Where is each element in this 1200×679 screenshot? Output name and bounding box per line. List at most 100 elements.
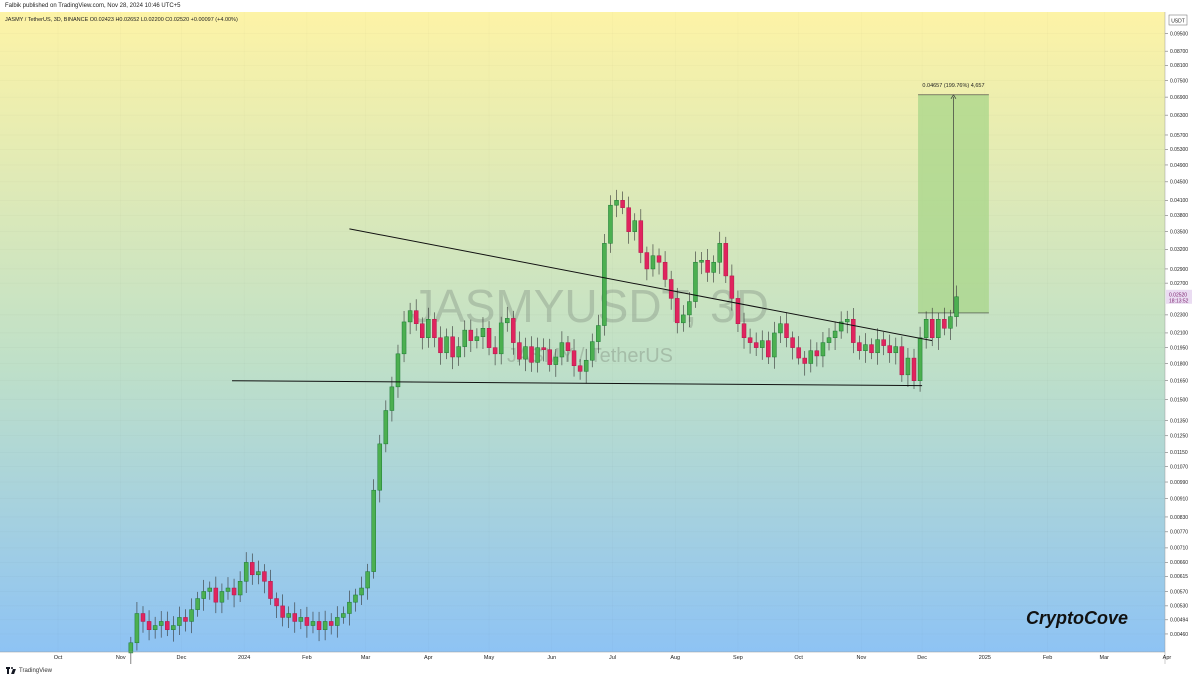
- candle-body: [213, 587, 219, 603]
- candle-body: [171, 625, 176, 630]
- y-tick-label: 0.04900: [1170, 163, 1188, 169]
- candle-body: [462, 329, 468, 347]
- candle-body: [826, 337, 832, 343]
- price-chart[interactable]: JASMY / TetherUS, 3D, BINANCE O0.02423 H…: [0, 12, 1200, 664]
- y-tick-label: 0.04100: [1170, 198, 1188, 204]
- candle-body: [511, 318, 516, 343]
- candle-body: [668, 279, 674, 299]
- candle-body: [201, 591, 206, 599]
- x-tick-label: Nov: [856, 655, 866, 661]
- candle-body: [383, 410, 389, 445]
- price-axis-background: [1165, 12, 1200, 664]
- candle-body: [468, 329, 474, 341]
- candle-body: [772, 332, 777, 358]
- candle-body: [444, 336, 449, 354]
- candle-body: [413, 310, 419, 324]
- time-axis[interactable]: Oct Nov Dec 2024 Feb Mar Apr May Jun Jul Aug Sep Oct…: [0, 651, 1171, 661]
- candle-body: [662, 261, 668, 280]
- candle-body: [128, 642, 134, 654]
- y-tick-label: 0.08100: [1170, 63, 1188, 69]
- y-tick-label: 0.01150: [1170, 450, 1188, 456]
- tradingview-logo-icon: [6, 667, 16, 674]
- x-tick-label: 2025: [979, 655, 991, 661]
- candle-body: [498, 322, 504, 355]
- candle-body: [480, 328, 486, 338]
- time-axis-background: [0, 652, 1165, 664]
- y-tick-label: 0.05700: [1170, 133, 1188, 139]
- y-tick-label: 0.00660: [1170, 560, 1188, 566]
- candle-body: [693, 261, 698, 302]
- support-line: [232, 380, 923, 387]
- candle-body: [231, 587, 237, 596]
- y-tick-label: 0.01250: [1170, 434, 1188, 440]
- y-tick-label: 0.01800: [1170, 361, 1188, 367]
- candle-body: [438, 337, 443, 354]
- candle-body: [432, 319, 437, 338]
- candle-body: [146, 621, 152, 630]
- candle-body: [134, 613, 140, 644]
- candle-body: [911, 357, 917, 381]
- y-tick-label: 0.06900: [1170, 95, 1188, 101]
- candle-body: [851, 319, 856, 343]
- y-tick-label: 0.02100: [1170, 331, 1188, 337]
- candle-body: [183, 617, 188, 622]
- y-tick-label: 0.00910: [1170, 497, 1188, 503]
- candle-body: [529, 346, 534, 363]
- candle-body: [638, 220, 644, 253]
- candle-body: [899, 346, 905, 376]
- candle-body: [395, 353, 401, 388]
- candle-body: [875, 339, 880, 354]
- candle-body: [881, 339, 886, 346]
- candle-body: [577, 365, 583, 372]
- candle-body: [420, 323, 425, 338]
- candle-body: [571, 350, 577, 366]
- candle-body: [565, 342, 571, 351]
- candle-body: [766, 340, 771, 358]
- candle-body: [158, 621, 164, 626]
- candle-body: [644, 252, 650, 270]
- y-tick-label: 0.02900: [1170, 267, 1188, 273]
- candle-body: [456, 346, 461, 358]
- candle-body: [674, 298, 680, 324]
- candle-body: [614, 200, 619, 206]
- candle-body: [608, 204, 613, 244]
- y-tick-label: 0.00494: [1170, 618, 1188, 624]
- last-price-value: 0.02520: [1169, 292, 1187, 298]
- currency-label: USDT: [1171, 19, 1185, 25]
- candle-body: [753, 342, 759, 348]
- candle-body: [517, 342, 522, 360]
- grid-lines: [0, 33, 1165, 635]
- candle-body: [177, 617, 182, 626]
- candle-body: [250, 562, 255, 576]
- y-tick-label: 0.04500: [1170, 180, 1188, 186]
- candle-body: [656, 255, 662, 263]
- candle-body: [450, 336, 455, 358]
- candle-body: [304, 617, 310, 626]
- tradingview-brand[interactable]: TradingView: [6, 667, 52, 674]
- candle-body: [140, 613, 146, 622]
- candle-body: [784, 323, 789, 338]
- candle-body: [165, 621, 170, 630]
- candle-body: [274, 598, 279, 607]
- x-tick-label: Aug: [670, 655, 680, 661]
- candle-body: [723, 243, 729, 277]
- candle-body: [401, 321, 407, 355]
- publisher-header: Falbik published on TradingView.com, Nov…: [0, 0, 1200, 12]
- x-tick-label: Dec: [177, 655, 187, 661]
- candle-body: [505, 318, 510, 324]
- price-axis[interactable]: USDT 0.09500 0.08700 0.08100 0.07500 0.06900 0…: [1164, 12, 1192, 664]
- x-tick-label: Sep: [733, 655, 743, 661]
- candle-body: [893, 346, 899, 354]
- candle-body: [195, 598, 200, 610]
- currency-label-box: [1168, 14, 1188, 26]
- candle-body: [310, 621, 316, 626]
- y-tick-label: 0.00615: [1170, 574, 1188, 580]
- candle-body: [347, 601, 352, 614]
- candle-body: [832, 330, 838, 338]
- candle-body: [954, 296, 959, 317]
- candle-body: [905, 357, 911, 376]
- candle-body: [225, 587, 231, 592]
- y-tick-label: 0.02300: [1170, 313, 1188, 319]
- x-tick-label: Jun: [547, 655, 556, 661]
- candle-body: [802, 357, 807, 364]
